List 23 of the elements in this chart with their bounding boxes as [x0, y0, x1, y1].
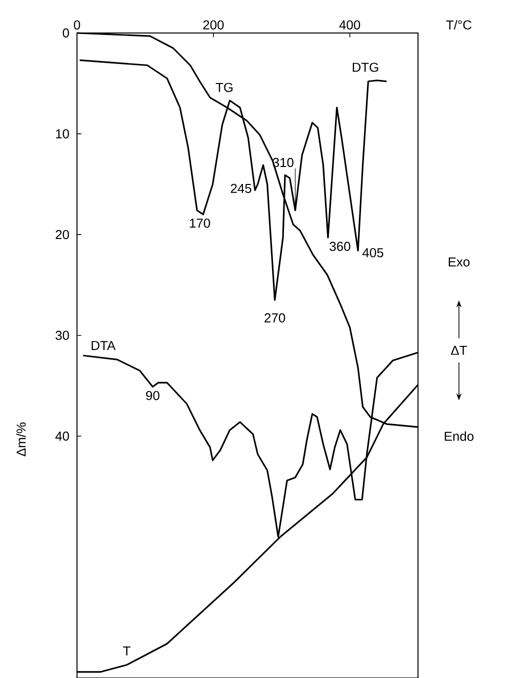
- x-tick-label: 200: [203, 20, 224, 30]
- annotation: 270: [264, 313, 286, 322]
- series-label: T: [123, 646, 130, 656]
- x-axis-title: T/°C: [446, 20, 472, 30]
- text: Exo: [448, 257, 470, 266]
- series-label: TG: [216, 82, 233, 92]
- x-tick-label: 400: [339, 20, 360, 30]
- y-tick-label: 30: [56, 330, 69, 340]
- annotation: 245: [230, 184, 252, 194]
- y-tick-label: 40: [55, 432, 69, 441]
- y-axis-title: Δm/%: [16, 422, 26, 456]
- annotation: 170: [190, 218, 210, 228]
- y-tick-label: 20: [56, 230, 69, 240]
- series-label: DTG: [352, 62, 378, 72]
- text: Endo: [444, 431, 474, 441]
- legend-label: DTA: [92, 341, 116, 350]
- text: ΔT: [451, 346, 467, 355]
- annotation: 360: [330, 242, 350, 251]
- x-tick-label: 0: [74, 20, 80, 30]
- annotation: 405: [362, 248, 384, 258]
- y-tick-label: 10: [56, 129, 69, 138]
- y-tick-label: 0: [62, 28, 69, 38]
- annotation: 90: [146, 390, 160, 400]
